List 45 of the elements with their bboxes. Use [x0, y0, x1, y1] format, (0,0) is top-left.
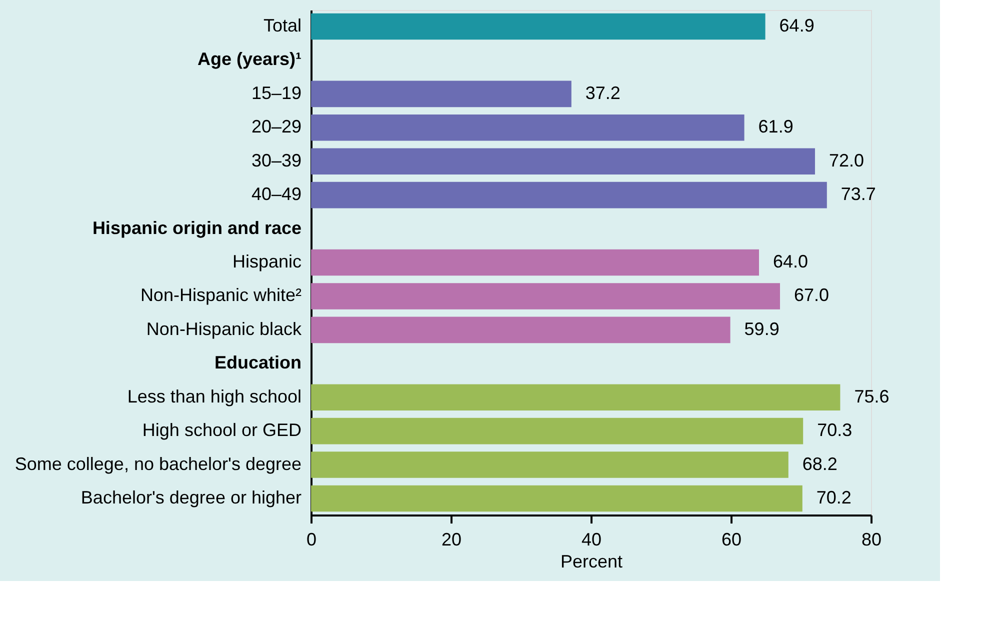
bar [311, 283, 780, 310]
bar [311, 316, 730, 344]
y-tick-label: High school or GED [142, 420, 302, 440]
x-tick-label: 60 [721, 530, 742, 550]
data-label: 67.0 [794, 285, 830, 306]
y-tick-label: Total [263, 16, 302, 36]
x-tick-label: 20 [441, 530, 462, 550]
y-tick-label: Non-Hispanic white² [140, 285, 302, 306]
y-tick-label: Hispanic origin and race [92, 218, 302, 238]
data-label: 73.7 [840, 184, 876, 204]
y-tick-label: Age (years)¹ [197, 49, 302, 70]
y-tick-label: 20–29 [251, 116, 302, 137]
x-tick-label: 40 [581, 530, 602, 550]
x-tick-label: 0 [306, 530, 317, 550]
bar [311, 485, 802, 512]
bar [311, 80, 572, 108]
y-tick-label: Hispanic [232, 252, 302, 272]
data-label: 72.0 [829, 150, 864, 170]
bar [311, 114, 744, 141]
bar [311, 384, 840, 410]
data-label: 59.9 [744, 318, 780, 339]
data-label: 64.9 [779, 16, 814, 36]
y-tick-label: Non-Hispanic black [146, 318, 302, 339]
data-label: 61.9 [758, 116, 794, 137]
bar [311, 249, 759, 276]
x-tick-label: 80 [861, 530, 882, 550]
y-tick-label: Education [214, 352, 302, 373]
bar [311, 452, 788, 478]
y-tick-label: 15–19 [251, 82, 302, 103]
data-label: 75.6 [854, 386, 890, 406]
y-tick-label: Some college, no bachelor's degree [14, 454, 302, 474]
data-label: 37.2 [585, 82, 620, 103]
y-tick-label: Bachelor's degree or higher [80, 487, 302, 508]
bar [311, 148, 815, 175]
data-label: 64.0 [773, 252, 808, 272]
data-label: 70.2 [816, 487, 852, 508]
data-label: 70.3 [817, 420, 852, 440]
bar [311, 13, 766, 40]
y-tick-label: Less than high school [127, 386, 302, 406]
y-tick-label: 30–39 [251, 150, 302, 170]
y-tick-label: 40–49 [251, 184, 302, 204]
data-label: 68.2 [802, 454, 838, 474]
x-axis-title: Percent [560, 552, 623, 572]
bar [311, 182, 827, 208]
bar [311, 418, 804, 444]
